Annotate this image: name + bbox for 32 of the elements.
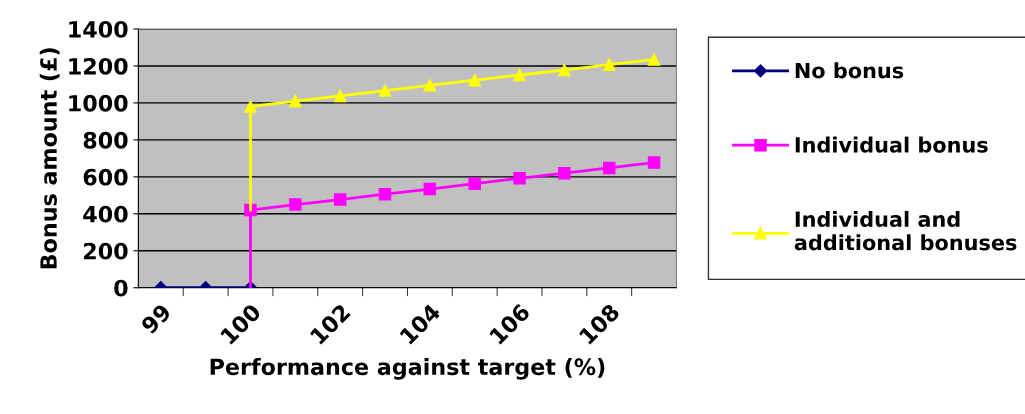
point xyxy=(558,166,571,180)
point xyxy=(333,89,347,103)
point xyxy=(602,58,616,71)
y-tick-label: 800 xyxy=(83,131,128,149)
point xyxy=(423,79,437,92)
point xyxy=(647,53,661,66)
point xyxy=(333,193,347,206)
y-tick-label: 400 xyxy=(83,205,128,223)
legend-label: Individual bonus xyxy=(795,136,988,153)
point xyxy=(378,187,392,201)
point xyxy=(289,94,302,108)
y-tick-label: 1400 xyxy=(69,20,128,38)
point xyxy=(647,156,661,169)
point xyxy=(468,73,481,87)
y-tick-label: 1000 xyxy=(69,94,128,112)
y-axis-title: Bonus amount (£) xyxy=(39,48,60,269)
point xyxy=(602,161,616,175)
point xyxy=(513,68,526,82)
point xyxy=(513,172,526,185)
point xyxy=(378,84,392,97)
point xyxy=(423,182,437,196)
legend-label: No bonus xyxy=(795,62,904,79)
x-tick-label: 99 xyxy=(140,302,172,335)
point xyxy=(468,177,481,190)
y-tick-label: 1200 xyxy=(69,57,128,75)
y-tick-label: 200 xyxy=(84,242,128,260)
point xyxy=(289,198,302,211)
y-tick-label: 600 xyxy=(83,168,128,186)
point xyxy=(558,63,571,77)
x-axis-title: Performance against target (%) xyxy=(210,357,605,380)
legend-label: Individual and additional bonuses xyxy=(794,210,1017,251)
y-tick-label: 0 xyxy=(114,279,128,297)
